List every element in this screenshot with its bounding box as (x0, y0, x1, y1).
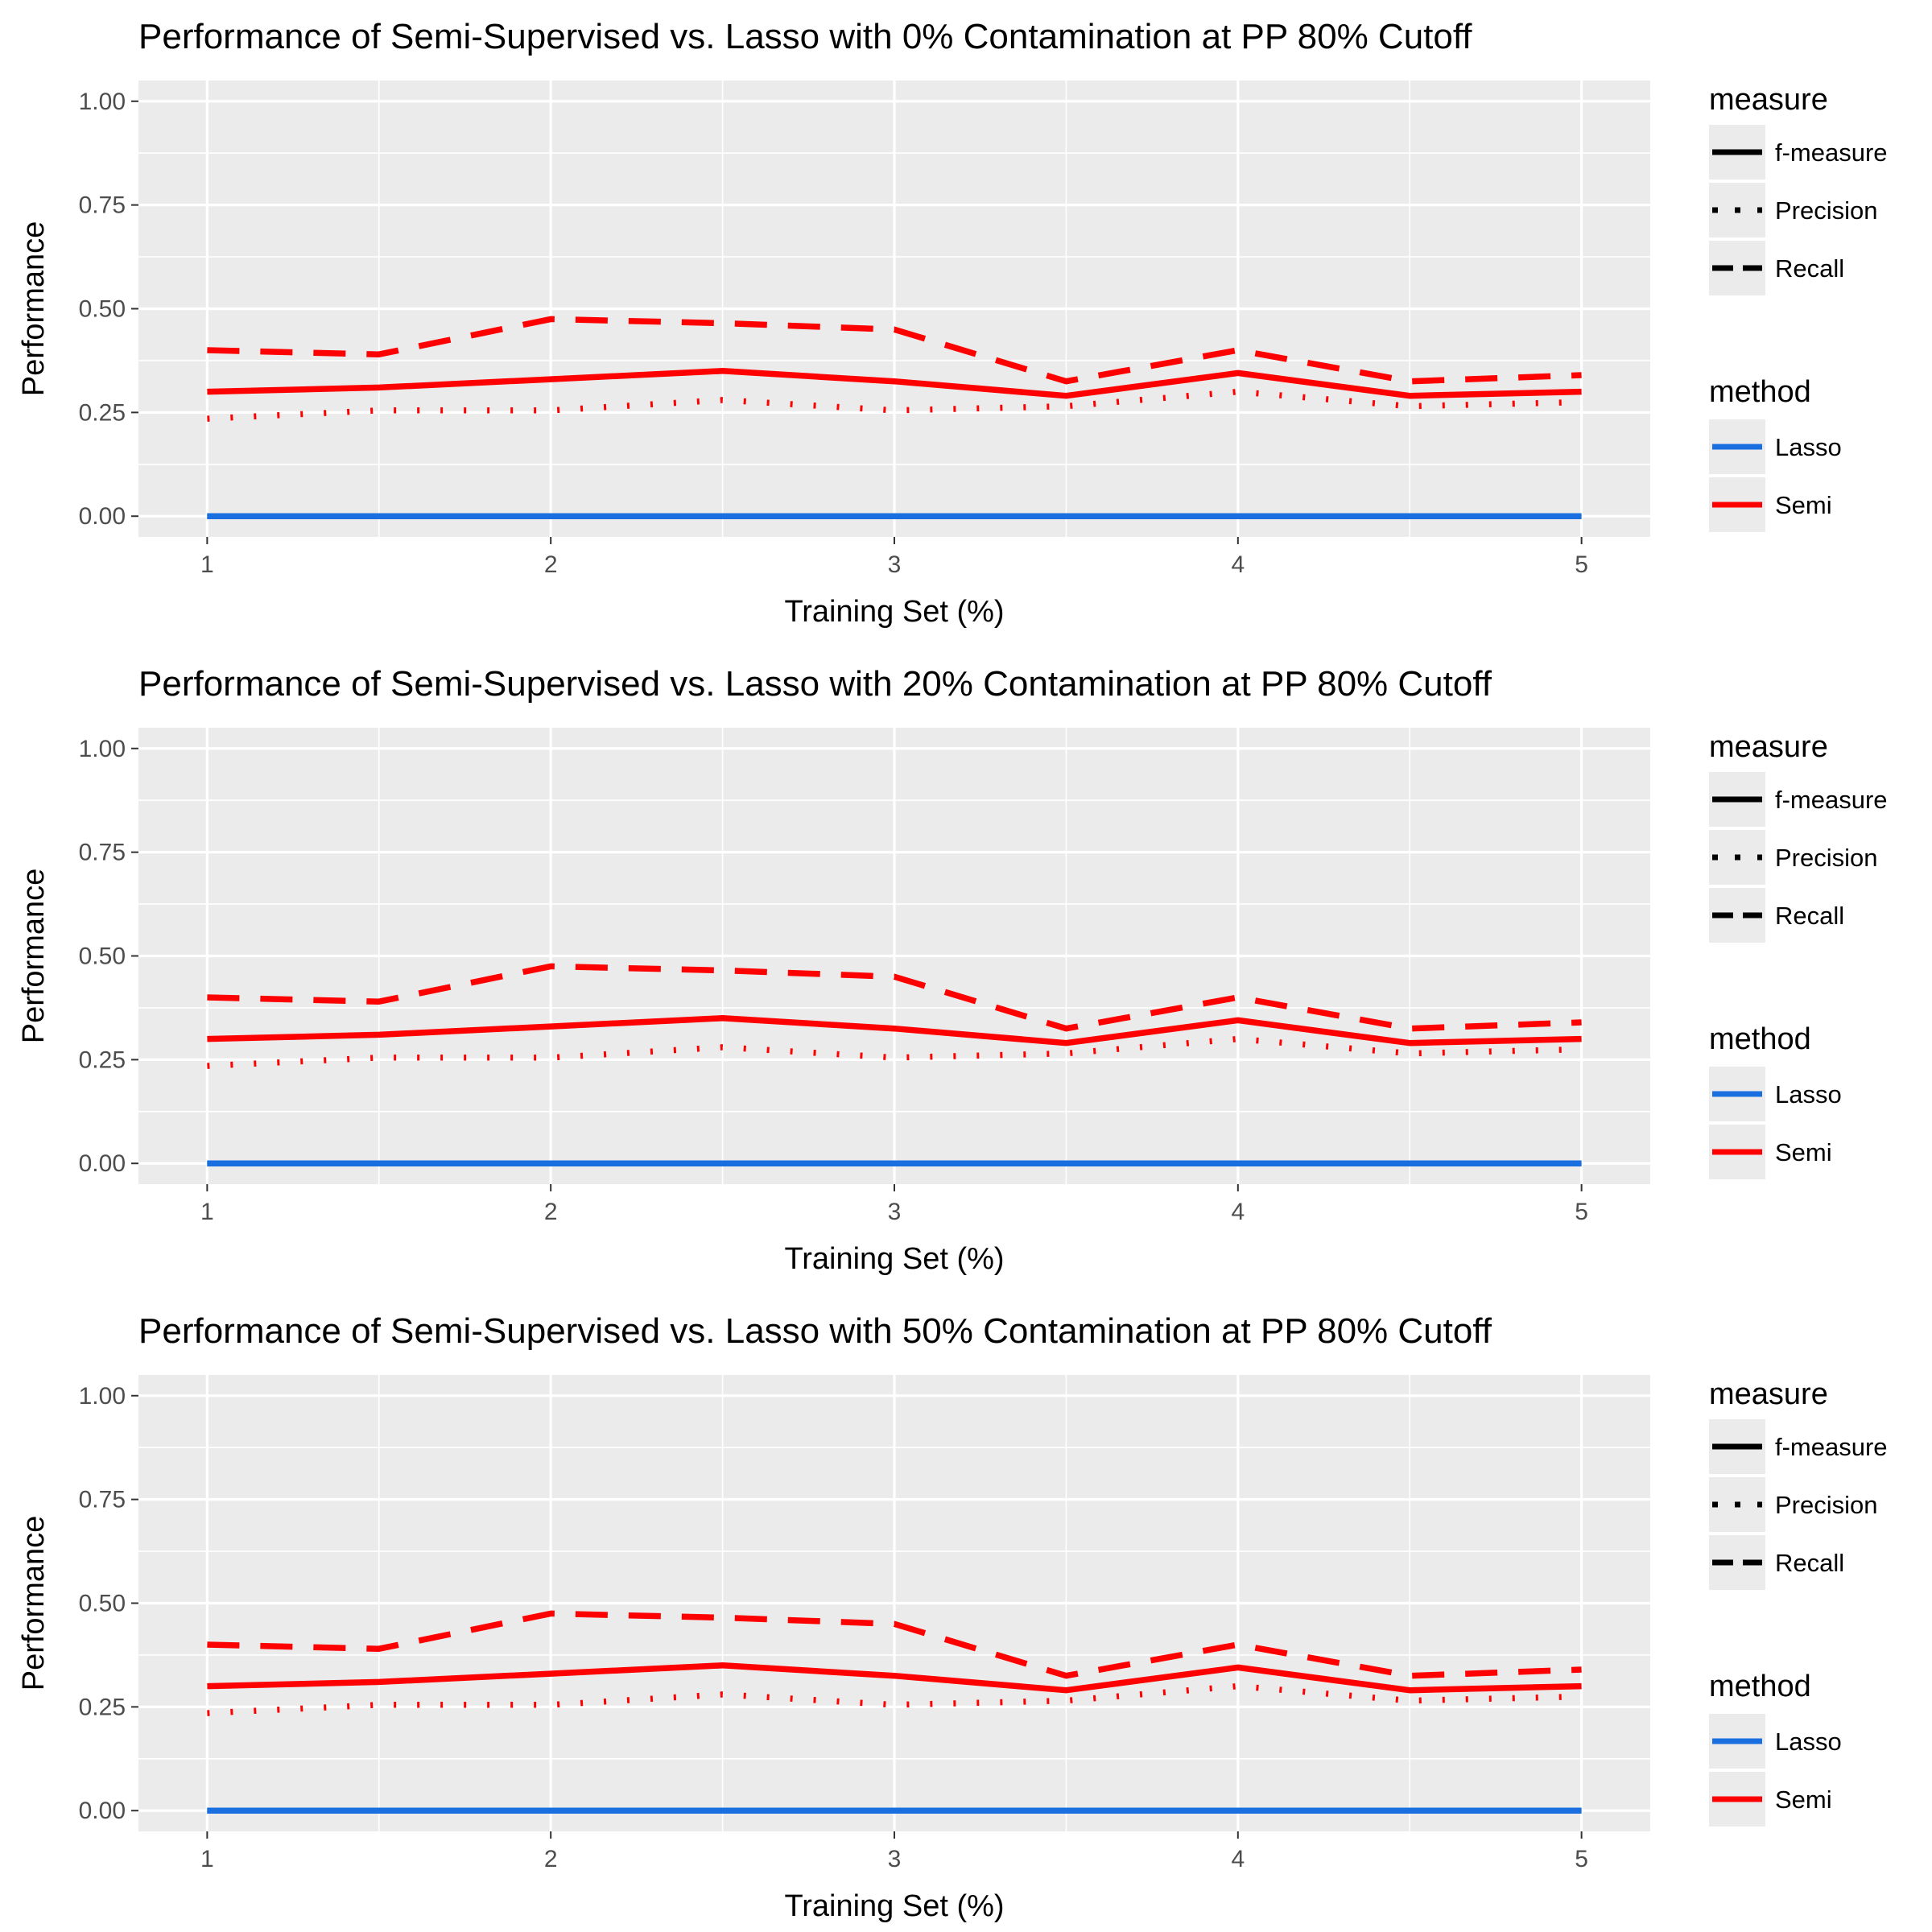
x-tick-label: 2 (544, 1199, 558, 1225)
y-tick-label: 0.75 (79, 192, 126, 219)
y-tick-label: 0.50 (79, 943, 126, 970)
y-axis-label: Performance (17, 1516, 51, 1691)
legend-title-method: method (1709, 1022, 1811, 1056)
legend-label-method: Lasso (1775, 1728, 1842, 1756)
x-tick-label: 4 (1231, 1199, 1245, 1225)
legend-label-measure: Precision (1775, 1491, 1878, 1519)
legend-title-measure: measure (1709, 1377, 1828, 1411)
chart-title: Performance of Semi-Supervised vs. Lasso… (138, 1311, 1492, 1351)
chart-title: Performance of Semi-Supervised vs. Lasso… (138, 664, 1492, 704)
legend-label-measure: f-measure (1775, 138, 1888, 167)
y-tick-label: 0.25 (79, 399, 126, 426)
x-axis-label: Training Set (%) (784, 1242, 1004, 1276)
x-tick-label: 5 (1575, 1846, 1588, 1872)
y-tick-label: 0.75 (79, 1487, 126, 1513)
x-tick-label: 1 (200, 551, 214, 578)
x-tick-label: 4 (1231, 551, 1245, 578)
x-tick-label: 1 (200, 1199, 214, 1225)
legend-label-measure: f-measure (1775, 786, 1888, 814)
y-tick-label: 0.50 (79, 296, 126, 323)
legend-title-measure: measure (1709, 83, 1828, 117)
y-tick-label: 0.75 (79, 840, 126, 866)
y-tick-label: 1.00 (79, 1383, 126, 1410)
series-line-semi-f-measure (207, 1662, 1582, 1694)
legend-label-measure: Precision (1775, 196, 1878, 225)
x-tick-label: 2 (544, 551, 558, 578)
x-tick-label: 1 (200, 1846, 214, 1872)
legend-title-method: method (1709, 1670, 1811, 1703)
legend-label-measure: Recall (1775, 902, 1844, 930)
legend-label-method: Semi (1775, 491, 1832, 519)
y-tick-label: 0.00 (79, 1798, 126, 1824)
x-tick-label: 3 (888, 1199, 902, 1225)
x-tick-label: 3 (888, 551, 902, 578)
y-axis-label: Performance (17, 869, 51, 1044)
y-tick-label: 0.50 (79, 1591, 126, 1617)
x-tick-label: 4 (1231, 1846, 1245, 1872)
legend-title-method: method (1709, 375, 1811, 409)
y-tick-label: 0.00 (79, 1150, 126, 1177)
chart-panel-3: Performance of Semi-Supervised vs. Lasso… (17, 1311, 1888, 1923)
legend-label-method: Lasso (1775, 433, 1842, 461)
x-tick-label: 3 (888, 1846, 902, 1872)
x-axis-label: Training Set (%) (784, 1889, 1004, 1923)
y-tick-label: 0.25 (79, 1694, 126, 1720)
legend-label-measure: Recall (1775, 254, 1844, 283)
y-tick-label: 0.00 (79, 503, 126, 530)
legend-label-measure: Recall (1775, 1549, 1844, 1577)
series-line-semi-recall (207, 963, 1582, 1032)
legend-label-measure: f-measure (1775, 1433, 1888, 1461)
chart-panel-2: Performance of Semi-Supervised vs. Lasso… (17, 664, 1888, 1276)
x-axis-label: Training Set (%) (784, 595, 1004, 629)
y-tick-label: 1.00 (79, 736, 126, 762)
series-line-semi-recall (207, 1610, 1582, 1679)
chart-panel-1: Performance of Semi-Supervised vs. Lasso… (17, 17, 1888, 629)
legend-label-measure: Precision (1775, 844, 1878, 872)
chart-title: Performance of Semi-Supervised vs. Lasso… (138, 17, 1472, 56)
y-axis-label: Performance (17, 221, 51, 397)
legend-label-method: Lasso (1775, 1080, 1842, 1108)
x-tick-label: 5 (1575, 551, 1588, 578)
series-line-semi-f-measure (207, 1015, 1582, 1046)
legend-label-method: Semi (1775, 1785, 1832, 1814)
series-line-semi-f-measure (207, 368, 1582, 399)
legend-title-measure: measure (1709, 730, 1828, 764)
series-line-semi-recall (207, 316, 1582, 385)
legend-label-method: Semi (1775, 1138, 1832, 1166)
y-tick-label: 1.00 (79, 89, 126, 115)
y-tick-label: 0.25 (79, 1046, 126, 1073)
x-tick-label: 5 (1575, 1199, 1588, 1225)
x-tick-label: 2 (544, 1846, 558, 1872)
